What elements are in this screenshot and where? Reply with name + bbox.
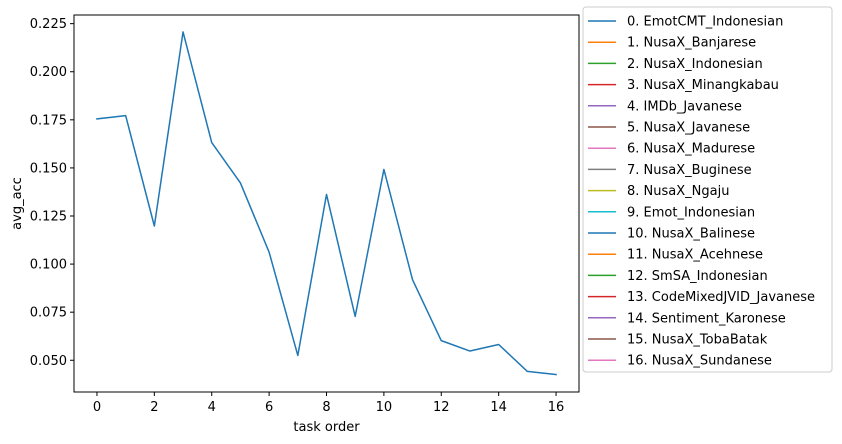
legend-item-label: 16. NusaX_Sundanese <box>627 354 772 369</box>
y-tick-label: 0.075 <box>30 306 67 321</box>
x-tick-label: 8 <box>322 400 330 415</box>
x-tick-label: 16 <box>548 400 565 415</box>
x-tick-label: 6 <box>265 400 273 415</box>
legend-item-label: 10. NusaX_Balinese <box>627 227 755 242</box>
legend-item-label: 4. IMDb_Javanese <box>627 99 742 114</box>
x-tick-label: 4 <box>208 400 216 415</box>
x-tick-label: 0 <box>93 400 101 415</box>
series-layer <box>96 31 557 376</box>
plot-area <box>74 15 579 392</box>
y-tick-label: 0.050 <box>30 354 67 369</box>
x-axis-label: task order <box>293 420 360 435</box>
x-tick-label: 14 <box>490 400 507 415</box>
x-tick-label: 2 <box>150 400 158 415</box>
y-axis: 0.050 0.075 0.100 0.125 0.150 0.175 0.200 0.225 <box>30 17 74 369</box>
legend-item-label: 12. SmSA_Indonesian <box>627 269 768 284</box>
x-tick-label: 12 <box>433 400 450 415</box>
y-tick-label: 0.150 <box>30 161 67 176</box>
legend-item-label: 15. NusaX_TobaBatak <box>627 333 768 348</box>
legend-frame <box>582 6 833 373</box>
x-axis: 0 2 4 6 8 10 12 14 16 <box>93 392 565 415</box>
legend-item-label: 7. NusaX_Buginese <box>627 163 752 178</box>
legend-item-label: 8. NusaX_Ngaju <box>627 184 729 199</box>
legend-item-label: 2. NusaX_Indonesian <box>627 57 763 72</box>
legend-item-label: 1. NusaX_Banjarese <box>627 36 756 51</box>
legend: 0. EmotCMT_Indonesian 1. NusaX_Banjarese 2… <box>582 6 833 373</box>
legend-item-label: 5. NusaX_Javanese <box>627 121 750 136</box>
x-tick-label: 10 <box>376 400 393 415</box>
legend-item-label: 9. Emot_Indonesian <box>627 205 755 220</box>
legend-item-label: 3. NusaX_Minangkabau <box>627 78 779 93</box>
legend-item-label: 14. Sentiment_Karonese <box>627 311 786 326</box>
y-tick-label: 0.200 <box>30 65 67 80</box>
y-tick-label: 0.225 <box>30 17 67 32</box>
y-tick-label: 0.175 <box>30 113 67 128</box>
legend-item-label: 0. EmotCMT_Indonesian <box>627 15 783 30</box>
legend-item-label: 6. NusaX_Madurese <box>627 142 755 157</box>
legend-item-label: 11. NusaX_Acehnese <box>627 248 763 263</box>
y-tick-label: 0.100 <box>30 258 67 273</box>
legend-item-label: 13. CodeMixedJVID_Javanese <box>627 290 815 305</box>
y-axis-label: avg_acc <box>10 177 25 230</box>
y-tick-label: 0.125 <box>30 210 67 225</box>
